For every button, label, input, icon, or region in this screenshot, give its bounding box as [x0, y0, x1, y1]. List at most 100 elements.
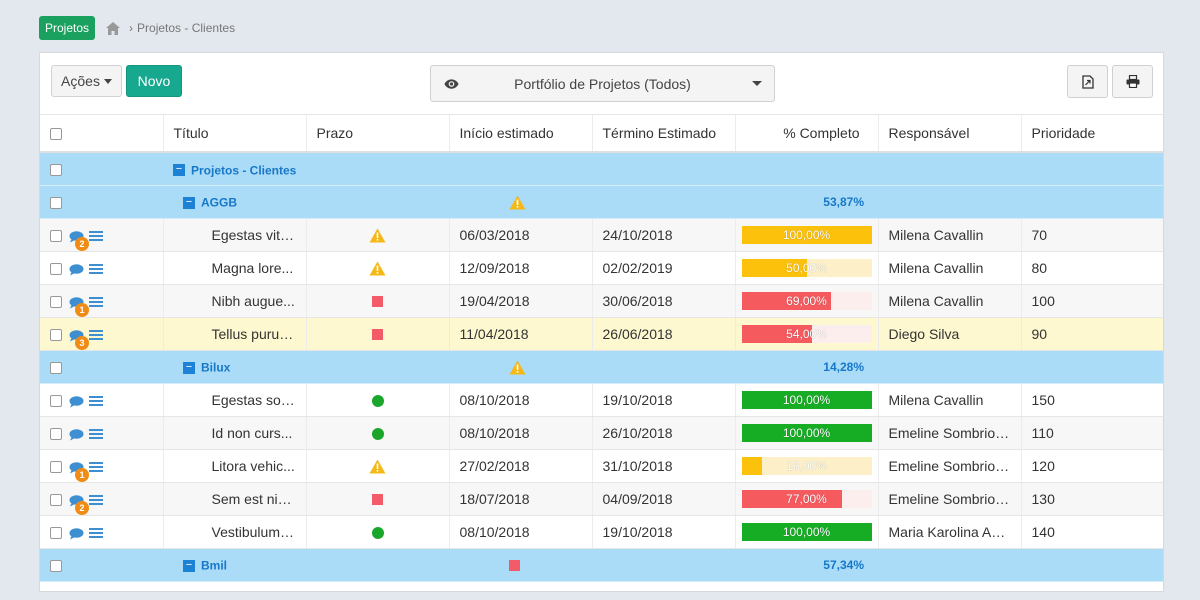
list-icon[interactable] — [89, 428, 103, 440]
list-icon[interactable] — [89, 296, 103, 308]
row-title[interactable]: Id non curs... — [163, 416, 307, 450]
list-icon[interactable] — [89, 329, 103, 341]
row-checkbox[interactable] — [50, 328, 62, 341]
row-checkbox[interactable] — [50, 295, 62, 308]
row-owner: Milena Cavallin — [878, 383, 1022, 417]
comment-icon[interactable]: 1 — [69, 296, 89, 316]
table-row[interactable]: 2 Sem est nisl... 18/07/2018 04/09/2018 77,0… — [40, 482, 1163, 516]
row-title[interactable]: Egestas solli... — [163, 383, 307, 417]
row-progress-cell: 16,00% — [735, 449, 879, 483]
row-title[interactable]: Egestas vita... — [163, 218, 307, 252]
group-row: − Projetos - Clientes — [40, 152, 1163, 186]
table-row[interactable]: Id non curs... 08/10/2018 26/10/2018 100,00… — [40, 416, 1163, 450]
col-inicio[interactable]: Início estimado — [449, 115, 593, 153]
list-icon[interactable] — [89, 527, 103, 539]
list-icon[interactable] — [89, 494, 103, 506]
row-title[interactable]: Nibh augue... — [163, 284, 307, 318]
row-title[interactable]: Sem est nisl... — [163, 482, 307, 516]
table-header: Título Prazo Início estimado Término Est… — [40, 115, 1163, 153]
table-row[interactable]: 2 Egestas vita... 06/03/2018 24/10/2018 100,… — [40, 218, 1163, 252]
print-button[interactable] — [1112, 65, 1153, 98]
table-row[interactable]: Magna lore... 12/09/2018 02/02/2019 50,00% M… — [40, 251, 1163, 285]
row-checkbox[interactable] — [50, 559, 62, 572]
row-checkbox[interactable] — [50, 262, 62, 275]
row-owner: Emeline Sombrio ... — [878, 416, 1022, 450]
toolbar: Ações Novo Portfólio de Projetos (Todos) — [40, 53, 1163, 115]
row-priority: 80 — [1021, 251, 1163, 285]
row-progress-cell: 54,00% — [735, 317, 879, 351]
col-titulo[interactable]: Título — [163, 115, 307, 153]
progress-fill — [741, 522, 872, 541]
row-owner: Diego Silva — [878, 317, 1022, 351]
row-start-date: 08/10/2018 — [449, 515, 593, 549]
row-checkbox[interactable] — [50, 361, 62, 374]
comment-icon[interactable] — [69, 428, 84, 441]
list-icon[interactable] — [89, 263, 103, 275]
comment-count-badge: 2 — [75, 500, 89, 514]
export-button[interactable] — [1067, 65, 1108, 98]
list-icon[interactable] — [89, 395, 103, 407]
row-checkbox[interactable] — [50, 164, 62, 177]
comment-icon[interactable] — [69, 395, 84, 408]
actions-dropdown-button[interactable]: Ações — [51, 65, 122, 97]
row-checkbox[interactable] — [50, 526, 62, 539]
collapse-toggle[interactable]: − — [183, 361, 195, 374]
collapse-toggle[interactable]: − — [183, 196, 195, 209]
progress-fill — [741, 291, 832, 310]
row-title[interactable]: Vestibulum ... — [163, 515, 307, 549]
portfolio-select[interactable]: Portfólio de Projetos (Todos) — [430, 65, 775, 102]
col-prazo[interactable]: Prazo — [306, 115, 450, 153]
progress-label: 100,00% — [782, 227, 831, 242]
row-progress-cell: 50,00% — [735, 251, 879, 285]
comment-icon[interactable]: 1 — [69, 461, 89, 481]
new-button[interactable]: Novo — [126, 65, 182, 97]
comment-icon[interactable]: 2 — [69, 230, 89, 250]
select-cell: 1 — [40, 284, 164, 318]
group-title-cell: − Projetos - Clientes — [163, 152, 449, 186]
row-title[interactable]: Litora vehic... — [163, 449, 307, 483]
group-title: Projetos - Clientes — [191, 162, 297, 177]
table-row[interactable]: Vestibulum ... 08/10/2018 19/10/2018 100,00… — [40, 515, 1163, 549]
breadcrumb-projetos-link[interactable]: Projetos — [39, 16, 96, 40]
group-title: Bmil — [201, 558, 228, 573]
row-progress-cell: 100,00% — [735, 416, 879, 450]
list-icon[interactable] — [89, 461, 103, 473]
select-cell — [40, 416, 164, 450]
warning-icon — [369, 261, 386, 276]
row-end-date: 02/02/2019 — [592, 251, 736, 285]
col-termino[interactable]: Término Estimado — [592, 115, 736, 153]
row-checkbox[interactable] — [50, 394, 62, 407]
col-prioridade[interactable]: Prioridade — [1021, 115, 1163, 153]
col-responsavel[interactable]: Responsável — [878, 115, 1022, 153]
row-title[interactable]: Magna lore... — [163, 251, 307, 285]
comment-icon[interactable] — [69, 263, 84, 276]
table-row[interactable]: Egestas solli... 08/10/2018 19/10/2018 100,… — [40, 383, 1163, 417]
warning-icon — [509, 195, 526, 210]
row-checkbox[interactable] — [50, 493, 62, 506]
table-row[interactable]: 1 Litora vehic... 27/02/2018 31/10/2018 16,0… — [40, 449, 1163, 483]
table-row[interactable]: 1 Nibh augue... 19/04/2018 30/06/2018 69,00%… — [40, 284, 1163, 318]
home-icon[interactable] — [106, 21, 121, 35]
row-checkbox[interactable] — [50, 196, 62, 209]
row-start-date: 06/03/2018 — [449, 218, 593, 252]
comment-icon[interactable]: 2 — [69, 494, 89, 514]
list-icon[interactable] — [89, 230, 103, 242]
row-priority: 90 — [1021, 317, 1163, 351]
collapse-toggle[interactable]: − — [183, 559, 195, 572]
progress-fill — [741, 225, 872, 244]
select-all-checkbox[interactable] — [50, 128, 62, 141]
row-actions: 1 — [69, 296, 103, 316]
comment-icon[interactable] — [69, 527, 84, 540]
row-title[interactable]: Tellus purus... — [163, 317, 307, 351]
row-checkbox[interactable] — [50, 427, 62, 440]
comment-icon[interactable]: 3 — [69, 329, 89, 349]
row-checkbox[interactable] — [50, 229, 62, 242]
row-start-date: 12/09/2018 — [449, 251, 593, 285]
progress-fill — [741, 456, 763, 475]
row-checkbox[interactable] — [50, 460, 62, 473]
table-row[interactable]: 3 Tellus purus... 11/04/2018 26/06/2018 54,0… — [40, 317, 1163, 351]
col-completo[interactable]: % Completo — [735, 115, 879, 153]
group-percent-cell: 53,87% — [592, 185, 878, 219]
eye-icon — [444, 78, 459, 89]
collapse-toggle[interactable]: − — [173, 163, 185, 176]
